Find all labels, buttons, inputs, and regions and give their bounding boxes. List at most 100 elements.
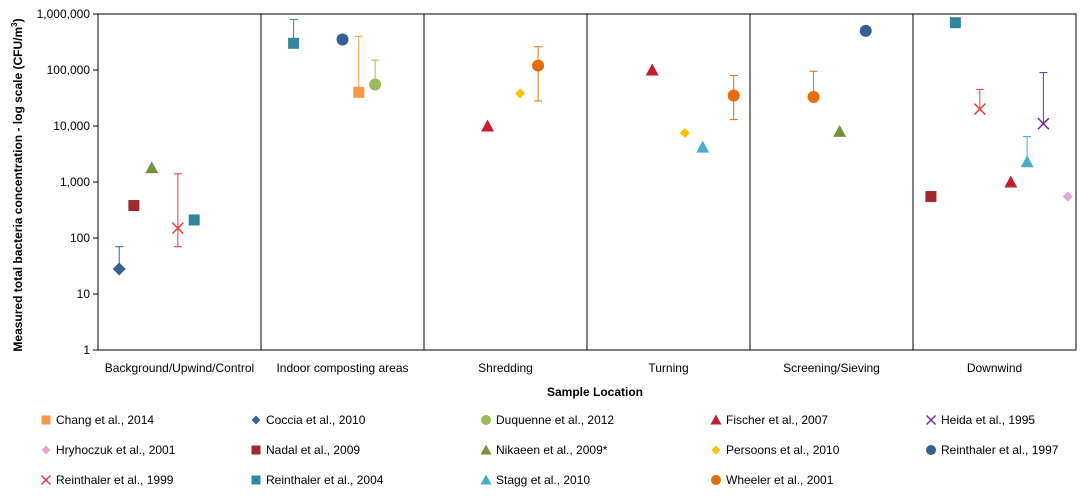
legend-item: Reinthaler et al., 1999 [40, 473, 174, 487]
legend-label: Reinthaler et al., 2004 [266, 473, 384, 487]
data-point [679, 127, 690, 138]
legend-marker [41, 445, 51, 455]
y-tick-label: 10,000 [53, 119, 90, 133]
x-category-label: Shredding [478, 361, 533, 375]
data-marker [727, 89, 740, 102]
y-axis-title-text: Measured total bacteria concentration - … [11, 27, 25, 352]
legend-marker [481, 415, 491, 425]
data-marker [171, 222, 184, 235]
data-point [1037, 72, 1050, 130]
data-point [859, 24, 872, 37]
legend-item: Wheeler et al., 2001 [711, 473, 834, 487]
data-marker [1037, 117, 1050, 130]
y-axis-ticks: 1 10 100 1,000 10,000 100,000 1,000,000 [37, 7, 98, 357]
legend-item: Chang et al., 2014 [41, 413, 154, 427]
data-point [696, 140, 710, 153]
data-point [973, 88, 986, 116]
legend-label: Nadal et al., 2009 [266, 443, 360, 457]
data-point [336, 33, 349, 46]
legend-label: Heida et al., 1995 [941, 413, 1035, 427]
data-marker [353, 86, 365, 98]
data-point [145, 161, 159, 174]
plot-area [97, 13, 1077, 351]
data-point [369, 59, 382, 91]
data-marker [949, 17, 961, 29]
y-tick-label: 1,000 [60, 175, 90, 189]
data-marks [112, 17, 1073, 276]
data-point [1062, 191, 1073, 202]
x-category-label: Downwind [967, 361, 1022, 375]
legend-item: Reinthaler et al., 1997 [926, 443, 1059, 457]
data-point [833, 124, 847, 137]
legend-item: Nikaeen et al., 2009* [480, 443, 608, 457]
data-marker [288, 37, 300, 49]
data-point [645, 63, 659, 76]
x-category-label: Background/Upwind/Control [105, 361, 254, 375]
data-marker [645, 63, 659, 76]
data-marker [859, 24, 872, 37]
y-tick-label: 100 [70, 231, 90, 245]
data-point [532, 46, 545, 102]
data-marker [145, 161, 159, 174]
legend-label: Stagg et al., 2010 [496, 473, 590, 487]
x-category-label: Screening/Sieving [783, 361, 880, 375]
data-marker [532, 59, 545, 72]
data-point [128, 200, 140, 212]
data-point [288, 18, 300, 49]
data-point [515, 88, 526, 99]
legend-item: Persoons et al., 2010 [711, 443, 840, 457]
legend-marker [40, 474, 52, 486]
data-marker [128, 200, 140, 212]
legend-item: Hryhoczuk et al., 2001 [41, 443, 176, 457]
legend-label: Duquenne et al., 2012 [496, 413, 614, 427]
data-point [171, 173, 184, 248]
legend-item: Duquenne et al., 2012 [481, 413, 614, 427]
data-marker [925, 191, 937, 203]
data-marker [369, 78, 382, 91]
legend-marker [711, 445, 721, 455]
data-point [1004, 175, 1018, 188]
data-marker [481, 119, 495, 132]
legend-label: Wheeler et al., 2001 [726, 473, 834, 487]
data-point [727, 74, 740, 121]
data-marker [696, 140, 710, 153]
y-tick-label: 10 [77, 287, 91, 301]
data-marker [833, 124, 847, 137]
data-marker [973, 103, 986, 116]
legend-marker [251, 445, 261, 455]
data-point [925, 191, 937, 203]
data-point [1020, 135, 1034, 168]
legend-item: Nadal et al., 2009 [251, 443, 360, 457]
y-tick-label: 1,000,000 [37, 7, 91, 21]
legend-marker [711, 475, 721, 485]
legend-item: Reinthaler et al., 2004 [251, 473, 384, 487]
y-axis-title-superscript: 3 [10, 22, 19, 27]
legend-label: Fischer et al., 2007 [726, 413, 828, 427]
x-category-label: Turning [648, 361, 688, 375]
y-axis-title: Measured total bacteria concentration - … [10, 18, 25, 351]
legend-item: Fischer et al., 2007 [710, 413, 828, 427]
legend-label: Reinthaler et al., 1999 [56, 473, 174, 487]
legend-item: Heida et al., 1995 [925, 413, 1035, 427]
legend-label: Reinthaler et al., 1997 [941, 443, 1059, 457]
x-axis-categories: Background/Upwind/Control Indoor composti… [105, 361, 1022, 375]
legend-item: Coccia et al., 2010 [251, 413, 366, 427]
y-tick-label: 1 [83, 343, 90, 357]
data-point [481, 119, 495, 132]
legend-label: Coccia et al., 2010 [266, 413, 366, 427]
x-axis-title: Sample Location [547, 385, 643, 399]
x-category-label: Indoor composting areas [276, 361, 408, 375]
y-tick-label: 100,000 [47, 63, 91, 77]
data-marker [1020, 155, 1034, 168]
y-axis-title-close: ) [11, 18, 25, 22]
data-point [353, 35, 365, 98]
data-point [949, 17, 961, 29]
legend-item: Stagg et al., 2010 [480, 473, 590, 487]
data-marker [807, 90, 820, 103]
legend-marker [480, 444, 492, 455]
legend: Chang et al., 2014 Coccia et al., 2010 Duq… [40, 413, 1059, 487]
data-point [807, 70, 820, 103]
legend-marker [710, 414, 722, 425]
data-marker [1004, 175, 1018, 188]
